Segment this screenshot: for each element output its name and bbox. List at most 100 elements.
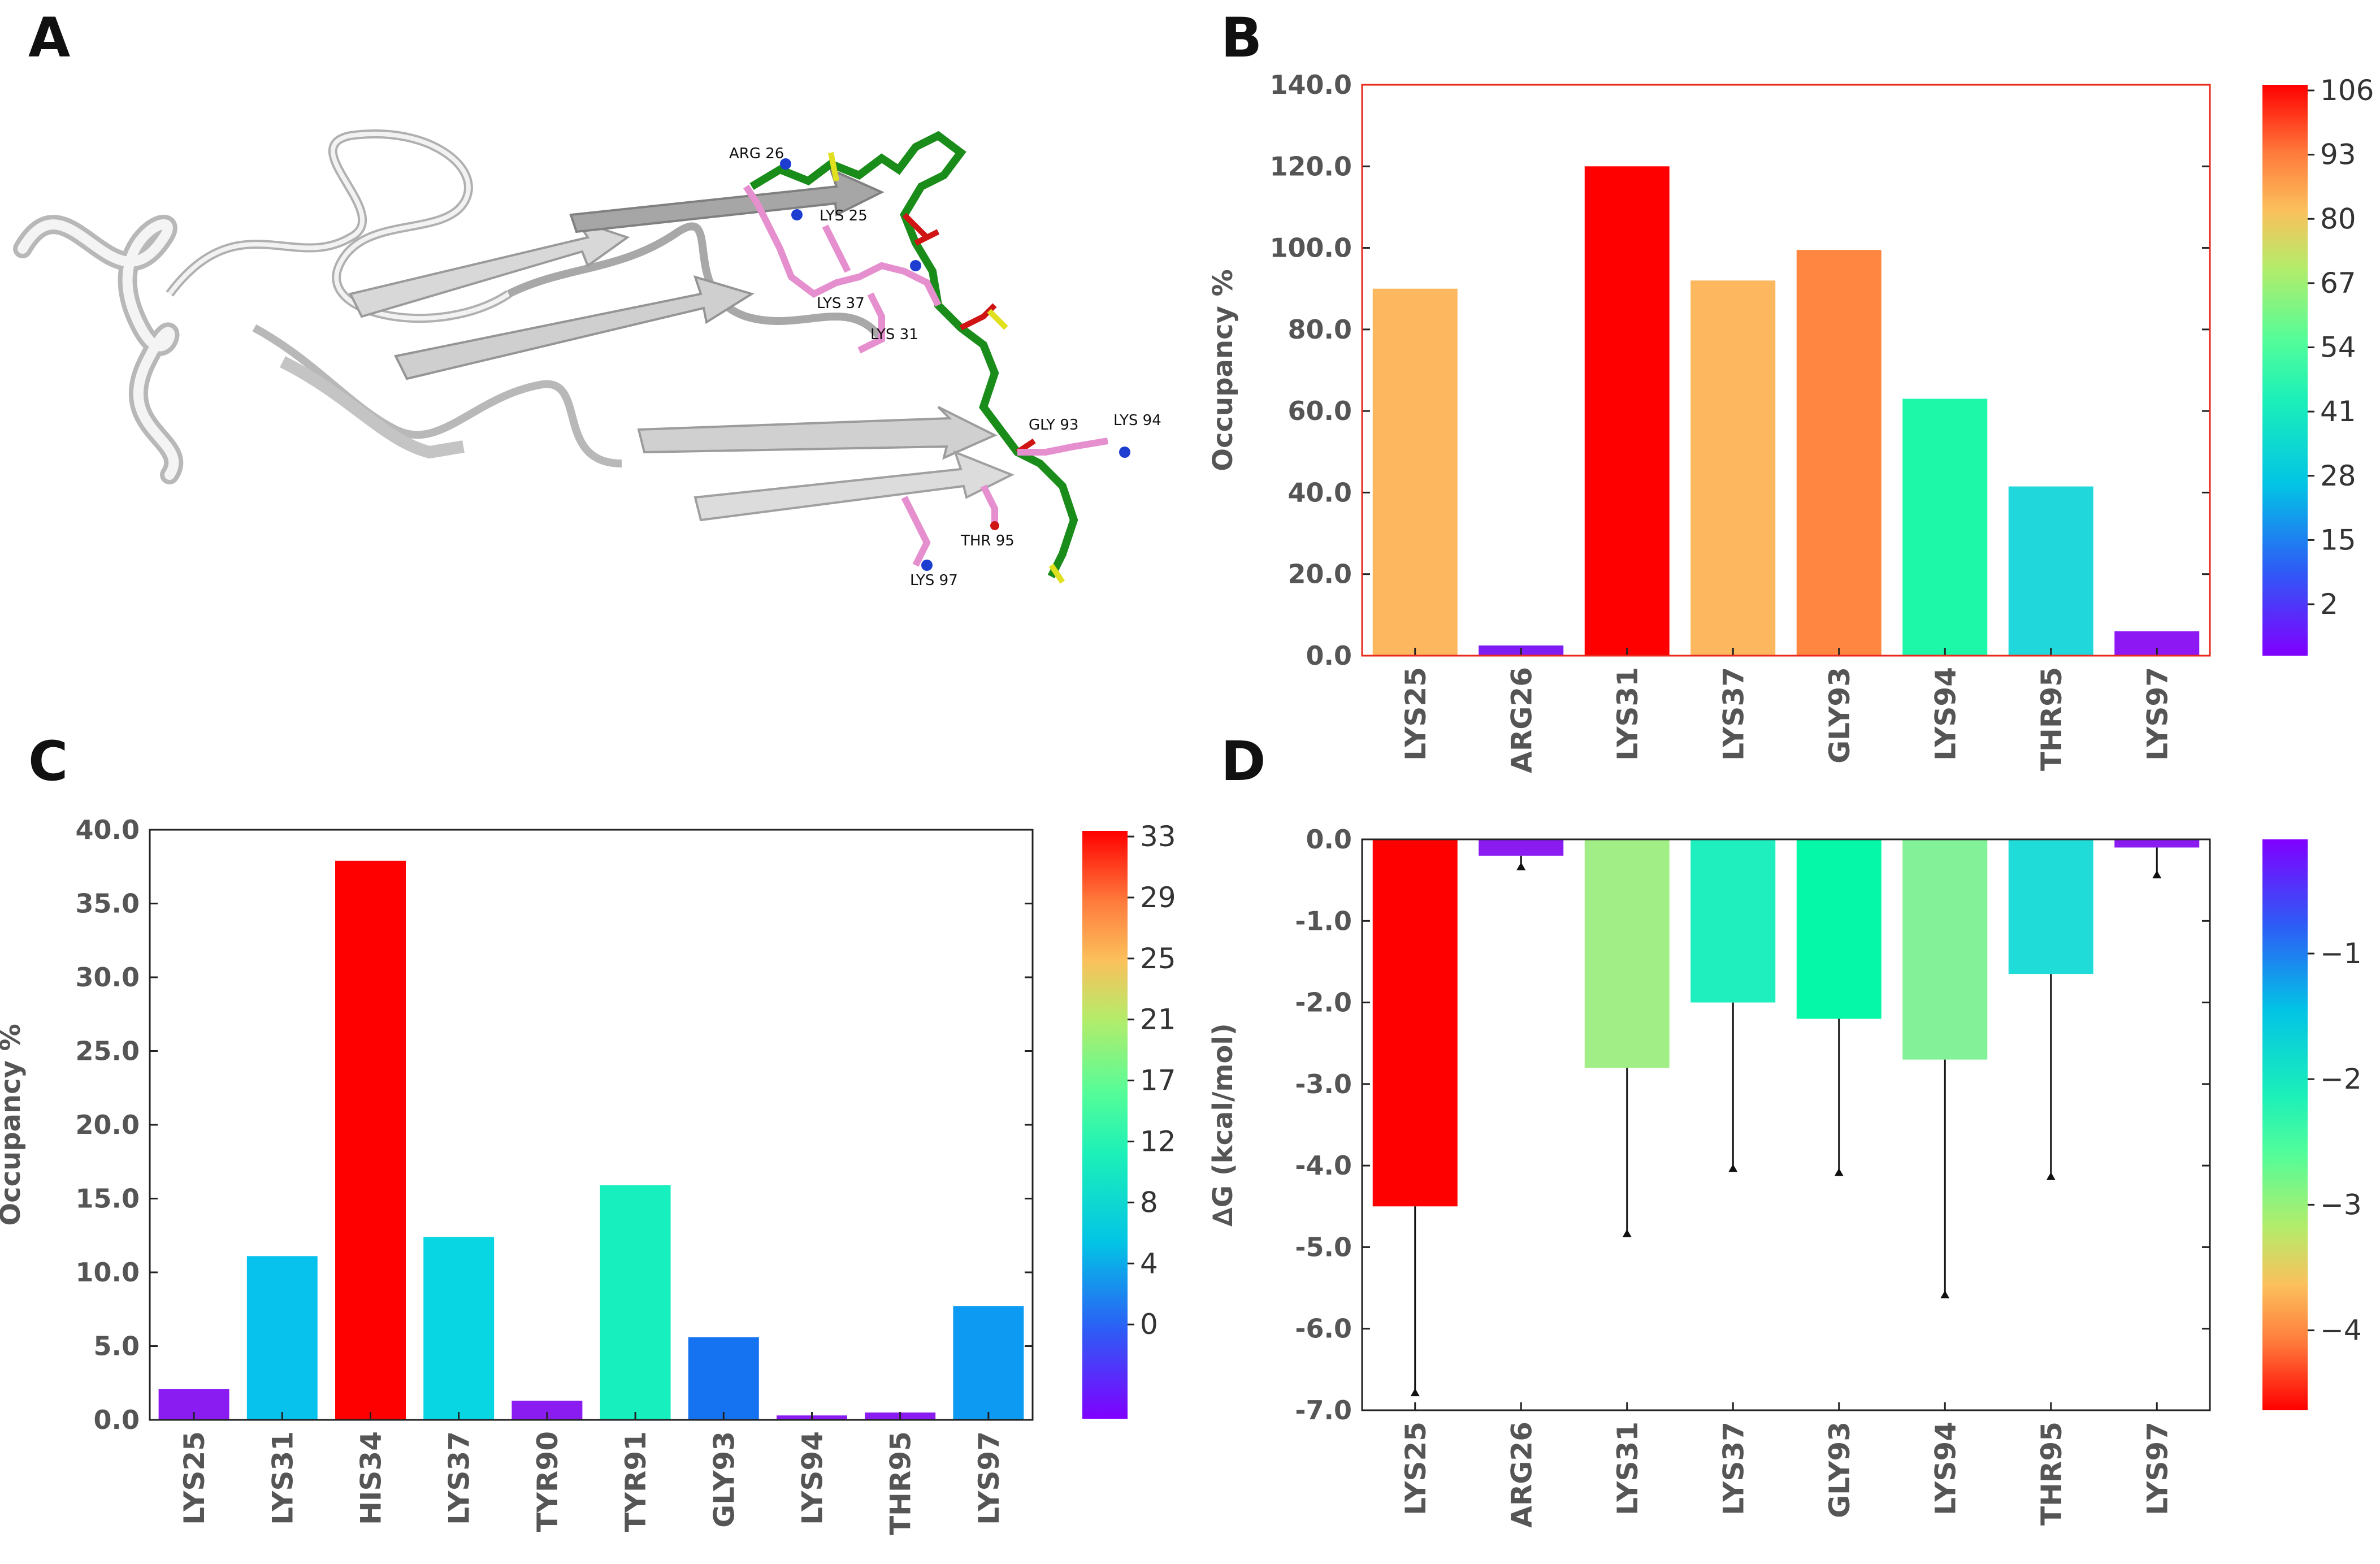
error-cap	[2152, 870, 2162, 878]
chart-d-free-energy: 0.0 -1.0 -2.0 -3.0 -4.0 -5.0 -6.0 -7.0 ∆G (kcal/…	[1207, 824, 2211, 1528]
error-cap	[1516, 862, 1526, 870]
x-tick-label: ARG26	[1505, 1422, 1538, 1528]
bar-lys94	[1902, 839, 1988, 1060]
y-tick-label: -7.0	[1295, 1395, 1352, 1426]
plot-frame-top	[1361, 838, 2211, 1411]
chart-c-occupancy: 0.0 5.0 10.0 15.0 20.0 25.0 30.0 35.0 40.0 Occupa…	[0, 815, 1034, 1535]
x-tick-label: LYS97	[2141, 667, 2174, 761]
colorbar-d-ticks: −1 −2 −3 −4	[2308, 937, 2362, 1347]
y-tick-label: 15.0	[76, 1184, 140, 1214]
bar-lys31	[246, 1256, 318, 1420]
x-tick-label: ARG26	[1505, 667, 1538, 773]
colorbar-tick-label: 8	[1140, 1186, 1158, 1219]
error-cap	[1622, 1229, 1632, 1237]
x-tick-label: LYS97	[2141, 1422, 2174, 1515]
y-tick-label: 120.0	[1269, 151, 1352, 181]
colorbar-tick-label: −2	[2320, 1063, 2362, 1095]
bar-thr95	[2008, 486, 2093, 656]
bar-lys31	[1584, 839, 1670, 1068]
plot-frame-top	[1361, 84, 2211, 657]
colorbar-tick-label: −1	[2320, 937, 2362, 970]
colorbar-tick-label: −3	[2320, 1188, 2362, 1221]
residue-label: ARG 26	[729, 145, 784, 162]
bar-tyr91	[600, 1185, 671, 1420]
bar-lys37	[1690, 280, 1776, 656]
colorbar-tick-label: 41	[2320, 395, 2356, 428]
bar-lys25	[1372, 288, 1458, 656]
colorbar-tick-label: 67	[2320, 267, 2356, 300]
x-tick-label: LYS31	[266, 1431, 299, 1525]
colorbar-b-ticks: 106 93 80 67 54 41 28 15 2	[2308, 74, 2374, 621]
colorbar-tick-label: 33	[1140, 820, 1176, 853]
colorbar-tick-label: 54	[2320, 331, 2356, 364]
colorbar-tick-label: −4	[2320, 1314, 2362, 1347]
colorbar-tick-label: 80	[2320, 202, 2356, 235]
x-tick-label: THR95	[2035, 1422, 2068, 1526]
protein-structure-image: ARG 26 LYS 25 LYS 37 LYS 31 GLY 93 LYS 9…	[13, 129, 1161, 589]
colorbar-tick-label: 28	[2320, 460, 2356, 492]
bar-lys97	[953, 1306, 1024, 1420]
panel-label-a: A	[28, 6, 70, 70]
colorbar-tick-label: 25	[1140, 942, 1176, 975]
panel-label-b: B	[1221, 6, 1262, 70]
colorbar-tick-label: 2	[2320, 588, 2338, 621]
colorbar-tick-label: 21	[1140, 1003, 1176, 1036]
y-tick-label: 140.0	[1269, 70, 1352, 100]
y-tick-label: -1.0	[1295, 906, 1352, 936]
y-axis-label: Occupancy %	[1207, 269, 1239, 471]
y-tick-label: 0.0	[1306, 824, 1352, 855]
error-cap	[1834, 1168, 1844, 1176]
y-tick-label: 80.0	[1288, 314, 1352, 345]
colorbar-c-ticks: 33 29 25 21 17 12 8 4 0	[1128, 820, 1176, 1341]
colorbar-c	[1082, 831, 1128, 1419]
bar-lys37	[423, 1237, 495, 1420]
bar-gly93	[1796, 250, 1882, 656]
x-tick-label: TYR90	[531, 1431, 564, 1532]
y-tick-label: 10.0	[76, 1257, 140, 1288]
y-tick-label: 20.0	[76, 1110, 140, 1140]
panel-label-c: C	[28, 730, 68, 793]
error-cap	[2046, 1172, 2056, 1180]
colorbar-b	[2262, 85, 2308, 656]
colorbar-tick-label: 12	[1140, 1125, 1176, 1158]
colorbar-d	[2262, 839, 2308, 1410]
x-tick-label: LYS31	[1611, 1422, 1644, 1515]
x-tick-label: LYS25	[1399, 667, 1432, 761]
colorbar-tick-label: 93	[2320, 138, 2356, 171]
colorbar-tick-label: 4	[1140, 1247, 1158, 1280]
x-tick-label: GLY93	[708, 1431, 740, 1528]
y-tick-label: -6.0	[1295, 1314, 1352, 1344]
y-tick-label: -2.0	[1295, 987, 1352, 1018]
x-tick-label: LYS31	[1611, 667, 1644, 761]
y-tick-label: 100.0	[1269, 233, 1352, 263]
y-axis-label: ∆G (kcal/mol)	[1207, 1023, 1239, 1227]
y-tick-label: 20.0	[1288, 559, 1352, 590]
y-tick-label: 5.0	[94, 1331, 140, 1362]
residue-label: LYS 25	[820, 207, 868, 224]
bar-lys25	[1372, 839, 1458, 1207]
x-tick-label: GLY93	[1823, 667, 1856, 764]
bar-gly93	[1796, 839, 1882, 1019]
colorbar-tick-label: 15	[2320, 523, 2356, 556]
x-tick-label: THR95	[885, 1431, 917, 1535]
colorbar-tick-label: 17	[1140, 1064, 1176, 1097]
colorbar-tick-label: 0	[1140, 1308, 1158, 1341]
bar-lys94	[1902, 398, 1988, 656]
bar-arg26	[1479, 839, 1564, 856]
x-tick-label: LYS94	[796, 1431, 829, 1525]
bar-lys31	[1584, 166, 1670, 656]
y-tick-label: 30.0	[76, 962, 140, 993]
x-tick-label: GLY93	[1823, 1422, 1856, 1518]
y-tick-label: 0.0	[1306, 640, 1352, 671]
residue-label: LYS 97	[910, 572, 958, 589]
bar-his34	[335, 860, 406, 1420]
error-cap	[1728, 1164, 1738, 1172]
residue-label: LYS 31	[870, 326, 918, 343]
x-tick-label: LYS37	[1717, 667, 1750, 761]
panel-label-d: D	[1221, 730, 1266, 793]
y-tick-label: 40.0	[76, 815, 140, 845]
y-tick-label: -3.0	[1295, 1069, 1352, 1099]
bar-lys37	[1690, 839, 1776, 1003]
residue-label: LYS 37	[817, 295, 865, 312]
